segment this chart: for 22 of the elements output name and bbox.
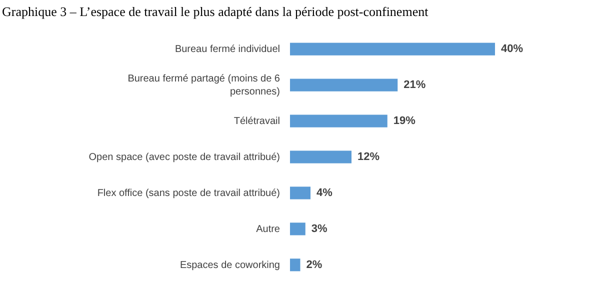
- bar: [290, 42, 495, 56]
- bar: [290, 78, 398, 92]
- bar: [290, 186, 310, 200]
- y-tick-label: Bureau fermé individuel: [174, 44, 280, 55]
- bar: [290, 150, 352, 164]
- data-label: 3%: [311, 222, 328, 235]
- y-tick-label: Télétravail: [234, 116, 280, 127]
- data-label: 2%: [306, 258, 322, 271]
- data-label: 4%: [316, 186, 333, 199]
- bar: [290, 258, 300, 272]
- data-label: 19%: [393, 114, 416, 127]
- y-tick-label: Espaces de coworking: [180, 260, 280, 271]
- data-label: 40%: [501, 42, 524, 55]
- y-tick-label: Open space (avec poste de travail attribué): [88, 152, 280, 163]
- y-tick-label: Autre: [256, 224, 280, 235]
- bar: [290, 114, 388, 128]
- y-tick-label: Flex office (sans poste de travail attribué): [97, 188, 280, 199]
- bar: [290, 222, 306, 236]
- data-label: 12%: [358, 150, 380, 163]
- chart-title: Graphique 3 – L’espace de travail le plus adapté dans la période post-confinement: [2, 4, 429, 19]
- y-tick-label: Bureau fermé partagé (moins de 6 personnes): [128, 73, 280, 98]
- data-label: 21%: [404, 78, 426, 91]
